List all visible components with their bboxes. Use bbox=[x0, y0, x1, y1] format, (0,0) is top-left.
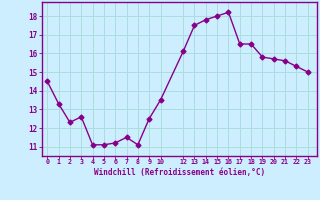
X-axis label: Windchill (Refroidissement éolien,°C): Windchill (Refroidissement éolien,°C) bbox=[94, 168, 265, 177]
